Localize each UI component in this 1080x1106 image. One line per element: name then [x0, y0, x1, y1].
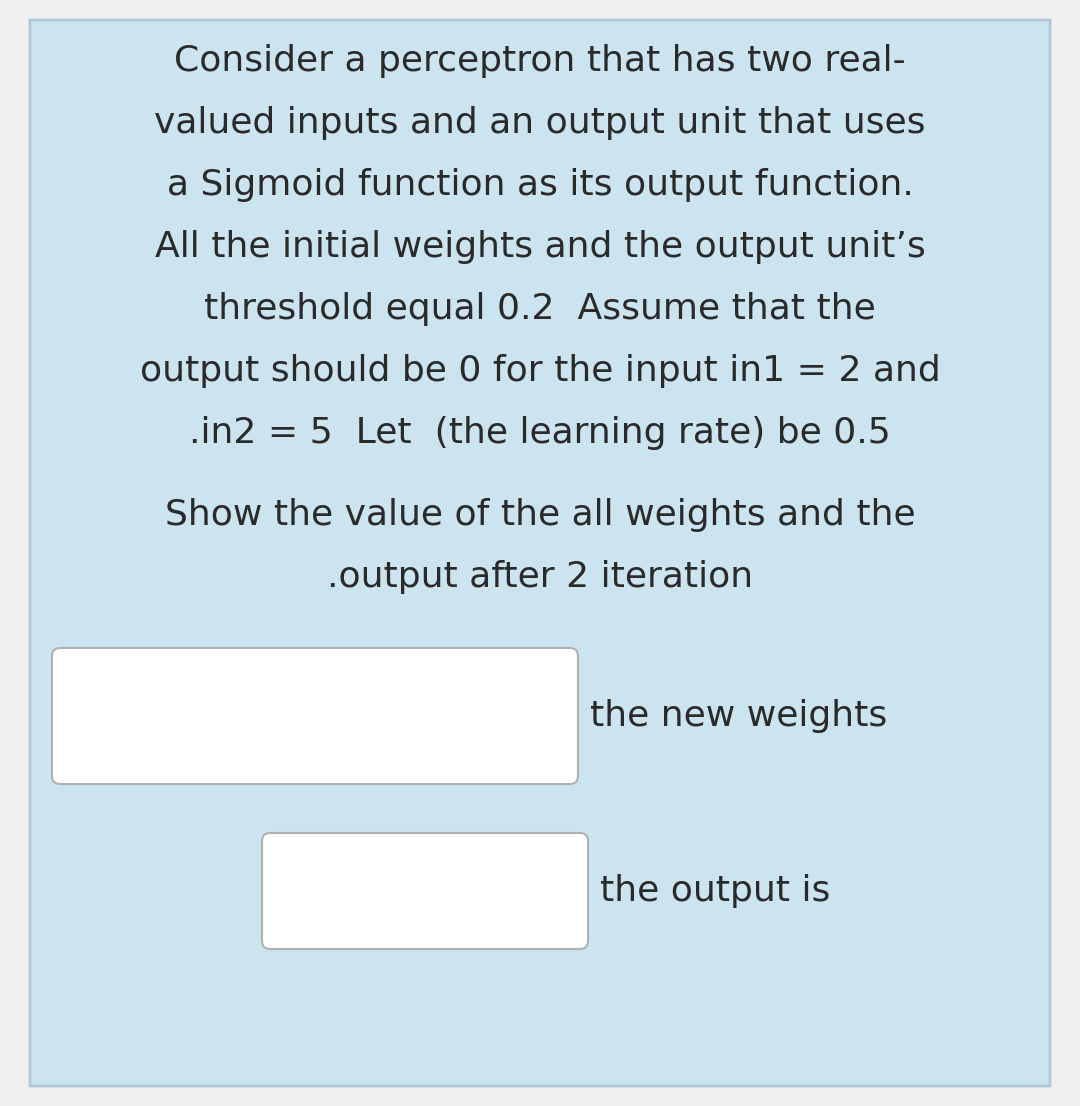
Text: a Sigmoid function as its output function.: a Sigmoid function as its output functio…	[166, 168, 914, 202]
Text: the new weights: the new weights	[590, 699, 888, 733]
Text: .output after 2 iteration: .output after 2 iteration	[327, 560, 753, 594]
Text: All the initial weights and the output unit’s: All the initial weights and the output u…	[154, 230, 926, 264]
Text: .in2 = 5  Let  (the learning rate) be 0.5: .in2 = 5 Let (the learning rate) be 0.5	[189, 416, 891, 450]
FancyBboxPatch shape	[262, 833, 588, 949]
FancyBboxPatch shape	[30, 20, 1050, 1086]
Text: valued inputs and an output unit that uses: valued inputs and an output unit that us…	[154, 106, 926, 140]
Text: threshold equal 0.2  Assume that the: threshold equal 0.2 Assume that the	[204, 292, 876, 326]
Text: Consider a perceptron that has two real-: Consider a perceptron that has two real-	[174, 44, 906, 79]
Text: the output is: the output is	[600, 874, 831, 908]
Text: output should be 0 for the input in1 = 2 and: output should be 0 for the input in1 = 2…	[139, 354, 941, 388]
FancyBboxPatch shape	[52, 648, 578, 784]
Text: Show the value of the all weights and the: Show the value of the all weights and th…	[164, 498, 916, 532]
